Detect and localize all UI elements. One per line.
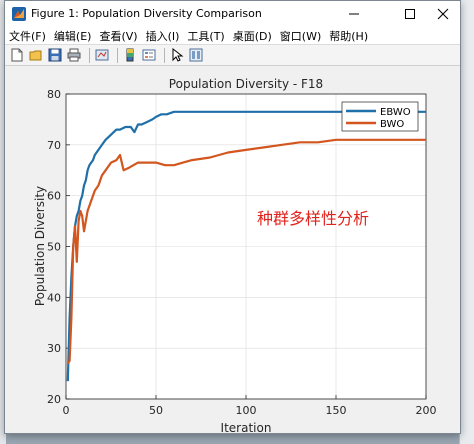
menu-file[interactable]: 文件(F)	[9, 29, 46, 43]
minimize-button[interactable]	[334, 1, 374, 27]
menu-tools[interactable]: 工具(T)	[187, 29, 225, 43]
legend-label-bwo: BWO	[380, 119, 404, 130]
minimize-icon	[349, 13, 359, 15]
close-button[interactable]	[423, 1, 460, 27]
legend-label-ebwo: EBWO	[380, 107, 411, 118]
x-tick-label: 200	[416, 404, 437, 417]
y-tick-label: 20	[47, 393, 61, 406]
figure-toolbar	[5, 44, 460, 66]
figure-canvas: 0 50 100 150 200 20 30 40 50 60 70 80 Population Di…	[5, 66, 460, 433]
annotation-text: 种群多样性分析	[257, 209, 369, 228]
x-tick-label: 50	[149, 404, 163, 417]
print-icon[interactable]	[66, 47, 82, 63]
axes-plot[interactable]: 0 50 100 150 200 20 30 40 50 60 70 80 Population Di…	[4, 1, 461, 434]
link-plot-icon[interactable]	[94, 47, 110, 63]
maximize-icon	[405, 9, 415, 19]
toolbar-separator	[117, 47, 118, 63]
x-tick-label: 0	[63, 404, 70, 417]
series-line-bwo[interactable]	[66, 138, 426, 365]
window-title: Figure 1: Population Diversity Compariso…	[31, 7, 262, 20]
chart-title: Population Diversity - F18	[169, 77, 323, 91]
background-window-right	[459, 0, 474, 444]
x-tick-label: 100	[236, 404, 257, 417]
series-line-ebwo[interactable]	[66, 110, 426, 382]
new-figure-icon[interactable]	[9, 47, 25, 63]
open-file-icon[interactable]	[28, 47, 44, 63]
y-axis-label: Population Diversity	[33, 186, 47, 306]
y-tick-label: 60	[47, 190, 61, 203]
close-icon	[437, 8, 449, 20]
x-tick-label: 150	[326, 404, 347, 417]
legend[interactable]: EBWO BWO	[341, 101, 419, 132]
legend-box	[341, 101, 419, 132]
figure-window: Figure 1: Population Diversity Compariso…	[4, 0, 461, 434]
plot-tools-icon[interactable]	[188, 47, 204, 63]
y-tick-label: 80	[47, 88, 61, 101]
insert-legend-icon[interactable]	[141, 47, 157, 63]
maximize-button[interactable]	[390, 1, 430, 27]
menu-window[interactable]: 窗口(W)	[279, 29, 322, 43]
background-window-left	[0, 0, 6, 444]
menu-help[interactable]: 帮助(H)	[329, 29, 369, 43]
y-tick-label: 30	[47, 342, 61, 355]
menu-bar: 文件(F) 编辑(E) 查看(V) 插入(I) 工具(T) 桌面(D) 窗口(W…	[5, 27, 460, 44]
menu-insert[interactable]: 插入(I)	[145, 29, 180, 43]
x-axis-label: Iteration	[221, 421, 272, 434]
save-icon[interactable]	[47, 47, 63, 63]
y-tick-label: 40	[47, 291, 61, 304]
menu-edit[interactable]: 编辑(E)	[53, 29, 92, 43]
toolbar-separator	[164, 47, 165, 63]
menu-view[interactable]: 查看(V)	[99, 29, 138, 43]
edit-plot-icon[interactable]	[169, 47, 185, 63]
y-tick-label: 70	[47, 139, 61, 152]
y-tick-label: 50	[47, 241, 61, 254]
insert-colorbar-icon[interactable]	[122, 47, 138, 63]
matlab-app-icon	[12, 7, 26, 21]
toolbar-separator	[89, 47, 90, 63]
menu-desktop[interactable]: 桌面(D)	[232, 29, 272, 43]
title-bar[interactable]: Figure 1: Population Diversity Compariso…	[5, 1, 460, 27]
